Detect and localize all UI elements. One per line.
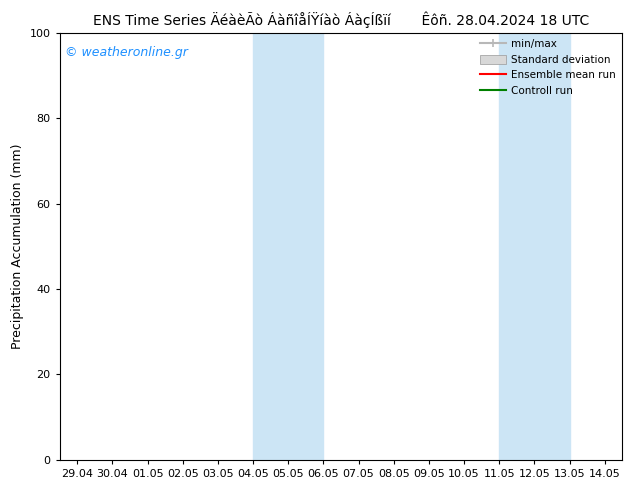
Title: ENS Time Series ÄéàèÃò ÁàñîåÍŸíàò ÁàçÍßïí       Êôñ. 28.04.2024 18 UTC: ENS Time Series ÄéàèÃò ÁàñîåÍŸíàò ÁàçÍßï… [93,11,589,27]
Y-axis label: Precipitation Accumulation (mm): Precipitation Accumulation (mm) [11,144,24,349]
Legend: min/max, Standard deviation, Ensemble mean run, Controll run: min/max, Standard deviation, Ensemble me… [476,35,620,100]
Bar [500,33,569,460]
Text: © weatheronline.gr: © weatheronline.gr [65,46,188,59]
Bar [253,33,323,460]
